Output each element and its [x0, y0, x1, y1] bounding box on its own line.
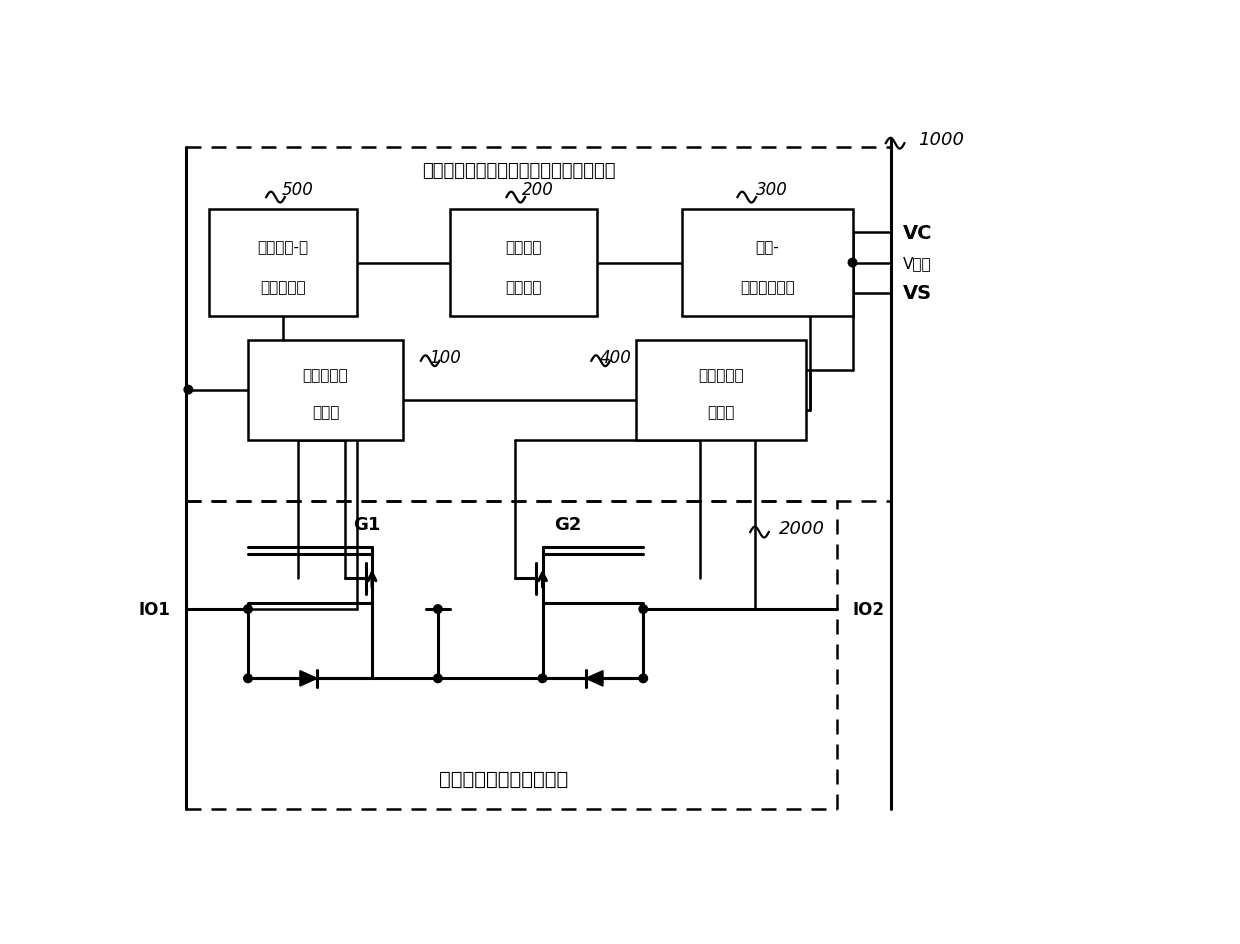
- Text: VC: VC: [903, 224, 932, 243]
- Text: V控制: V控制: [903, 256, 931, 271]
- Text: 200: 200: [522, 181, 554, 199]
- Circle shape: [434, 605, 443, 614]
- Text: 制电路: 制电路: [707, 405, 734, 420]
- Bar: [210, 210, 357, 317]
- Text: 双半导体开关管双向开关: 双半导体开关管双向开关: [439, 769, 568, 788]
- Text: 制电路: 制电路: [311, 405, 340, 420]
- Circle shape: [639, 605, 647, 614]
- Polygon shape: [585, 671, 603, 686]
- Text: VS: VS: [903, 284, 932, 303]
- Circle shape: [434, 674, 443, 683]
- Circle shape: [184, 386, 192, 395]
- Text: 400: 400: [600, 348, 632, 366]
- Text: 用于双半导体开关管双向开关的控制电路: 用于双半导体开关管双向开关的控制电路: [423, 162, 616, 180]
- Text: 传输电路: 传输电路: [505, 279, 542, 295]
- Polygon shape: [300, 671, 317, 686]
- Text: 第二通断控: 第二通断控: [698, 368, 744, 382]
- Text: 300: 300: [755, 181, 787, 199]
- Text: G1: G1: [352, 515, 379, 533]
- Text: 1000: 1000: [919, 131, 965, 149]
- Circle shape: [244, 674, 252, 683]
- Text: 500: 500: [281, 181, 314, 199]
- Text: 电流模式: 电流模式: [505, 240, 542, 255]
- Circle shape: [639, 674, 647, 683]
- Text: 第一通断控: 第一通断控: [303, 368, 348, 382]
- Text: IO2: IO2: [853, 600, 884, 618]
- Circle shape: [848, 259, 857, 267]
- Bar: [635, 340, 806, 440]
- Circle shape: [538, 674, 547, 683]
- Bar: [248, 340, 403, 440]
- Text: 2000: 2000: [779, 519, 825, 538]
- Text: 压转换电路: 压转换电路: [260, 279, 306, 295]
- Text: G2: G2: [554, 515, 582, 533]
- Text: 第一电流-电: 第一电流-电: [258, 240, 309, 255]
- Text: 电压-: 电压-: [755, 240, 779, 255]
- Circle shape: [244, 605, 252, 614]
- Text: IO1: IO1: [139, 600, 171, 618]
- Text: 电流转换电路: 电流转换电路: [740, 279, 795, 295]
- Text: 100: 100: [430, 348, 461, 366]
- Bar: [682, 210, 853, 317]
- Bar: [449, 210, 596, 317]
